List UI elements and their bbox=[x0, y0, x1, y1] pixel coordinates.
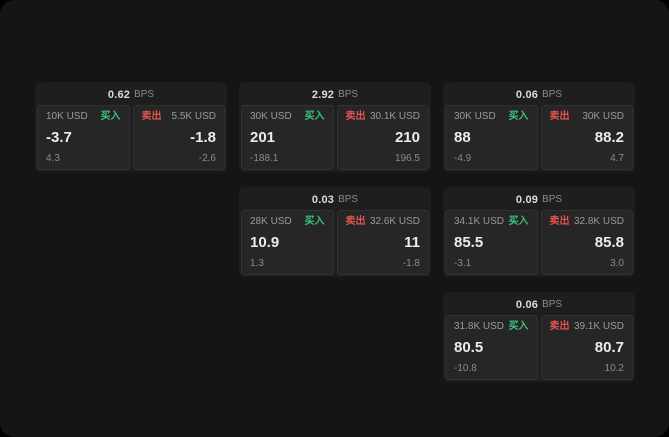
buy-size: 30K USD bbox=[250, 111, 292, 122]
buy-price: -3.7 bbox=[46, 128, 72, 146]
sell-delta: -1.8 bbox=[402, 258, 420, 269]
quote-body: 30K USD 买入 88 -4.9 卖出 30K USD 88.2 4.7 bbox=[445, 105, 633, 170]
buy-size: 28K USD bbox=[250, 216, 292, 227]
sell-delta: -2.6 bbox=[198, 153, 216, 164]
bps-unit-label: BPS bbox=[338, 194, 359, 205]
quote-body: 30K USD 买入 201 -188.1 卖出 30.1K USD 210 1… bbox=[241, 105, 429, 170]
spread-header: 0.06 BPS bbox=[445, 84, 633, 105]
buy-delta: -4.9 bbox=[454, 153, 472, 164]
buy-panel[interactable]: 34.1K USD 买入 85.5 -3.1 bbox=[445, 210, 538, 275]
sell-panel[interactable]: 卖出 32.8K USD 85.8 3.0 bbox=[540, 210, 633, 275]
sell-label: 卖出 bbox=[549, 321, 570, 332]
sell-price: 88.2 bbox=[594, 128, 624, 146]
buy-size: 10K USD bbox=[46, 111, 88, 122]
sell-panel[interactable]: 卖出 30K USD 88.2 4.7 bbox=[540, 105, 633, 170]
spread-value: 0.06 bbox=[515, 88, 539, 101]
sell-panel[interactable]: 卖出 32.6K USD 11 -1.8 bbox=[336, 210, 429, 275]
quote-body: 31.8K USD 买入 80.5 -10.8 卖出 39.1K USD 80.… bbox=[445, 315, 633, 380]
buy-delta: 1.3 bbox=[250, 258, 264, 269]
buy-price: 85.5 bbox=[454, 233, 484, 251]
sell-panel[interactable]: 卖出 39.1K USD 80.7 10.2 bbox=[540, 315, 633, 380]
buy-delta: -10.8 bbox=[454, 363, 477, 374]
sell-delta: 4.7 bbox=[610, 153, 624, 164]
sell-label: 卖出 bbox=[549, 111, 570, 122]
spread-value: 0.03 bbox=[311, 193, 335, 206]
sell-label: 卖出 bbox=[345, 111, 366, 122]
quote-card: 0.06 BPS 31.8K USD 买入 80.5 -10.8 卖出 39.1… bbox=[443, 292, 635, 382]
quote-card: 0.62 BPS 10K USD 买入 -3.7 4.3 卖出 5.5K USD bbox=[35, 82, 227, 172]
spread-header: 0.62 BPS bbox=[37, 84, 225, 105]
sell-size: 30.1K USD bbox=[369, 111, 420, 122]
spread-header: 0.06 BPS bbox=[445, 294, 633, 315]
spread-header: 2.92 BPS bbox=[241, 84, 429, 105]
bps-unit-label: BPS bbox=[134, 89, 155, 100]
buy-panel[interactable]: 30K USD 买入 88 -4.9 bbox=[445, 105, 538, 170]
buy-label: 买入 bbox=[508, 321, 529, 332]
buy-size: 34.1K USD bbox=[454, 216, 505, 227]
buy-delta: -188.1 bbox=[250, 153, 279, 164]
spread-value: 0.62 bbox=[107, 88, 131, 101]
buy-label: 买入 bbox=[508, 216, 529, 227]
sell-size: 39.1K USD bbox=[573, 321, 624, 332]
spread-header: 0.03 BPS bbox=[241, 189, 429, 210]
sell-delta: 196.5 bbox=[394, 153, 420, 164]
buy-label: 买入 bbox=[304, 111, 325, 122]
buy-panel[interactable]: 28K USD 买入 10.9 1.3 bbox=[241, 210, 334, 275]
sell-size: 32.6K USD bbox=[369, 216, 420, 227]
sell-delta: 3.0 bbox=[610, 258, 624, 269]
quote-card-grid: 0.62 BPS 10K USD 买入 -3.7 4.3 卖出 5.5K USD bbox=[35, 82, 635, 382]
quote-body: 10K USD 买入 -3.7 4.3 卖出 5.5K USD -1.8 -2.… bbox=[37, 105, 225, 170]
buy-panel[interactable]: 10K USD 买入 -3.7 4.3 bbox=[37, 105, 130, 170]
spread-value: 0.06 bbox=[515, 298, 539, 311]
sell-price: 80.7 bbox=[594, 338, 624, 356]
spread-header: 0.09 BPS bbox=[445, 189, 633, 210]
buy-label: 买入 bbox=[100, 111, 121, 122]
buy-price: 88 bbox=[454, 128, 471, 146]
sell-size: 5.5K USD bbox=[171, 111, 216, 122]
buy-price: 10.9 bbox=[250, 233, 280, 251]
buy-size: 30K USD bbox=[454, 111, 496, 122]
spread-value: 2.92 bbox=[311, 88, 335, 101]
buy-delta: -3.1 bbox=[454, 258, 472, 269]
buy-size: 31.8K USD bbox=[454, 321, 505, 332]
quote-card: 0.09 BPS 34.1K USD 买入 85.5 -3.1 卖出 32.8K… bbox=[443, 187, 635, 277]
quote-body: 34.1K USD 买入 85.5 -3.1 卖出 32.8K USD 85.8… bbox=[445, 210, 633, 275]
sell-label: 卖出 bbox=[345, 216, 366, 227]
sell-price: 210 bbox=[394, 128, 420, 146]
buy-delta: 4.3 bbox=[46, 153, 60, 164]
bps-unit-label: BPS bbox=[542, 89, 563, 100]
quote-card: 0.03 BPS 28K USD 买入 10.9 1.3 卖出 32.6K US… bbox=[239, 187, 431, 277]
sell-panel[interactable]: 卖出 5.5K USD -1.8 -2.6 bbox=[132, 105, 225, 170]
spread-value: 0.09 bbox=[515, 193, 539, 206]
bps-unit-label: BPS bbox=[542, 299, 563, 310]
buy-label: 买入 bbox=[304, 216, 325, 227]
sell-panel[interactable]: 卖出 30.1K USD 210 196.5 bbox=[336, 105, 429, 170]
buy-panel[interactable]: 31.8K USD 买入 80.5 -10.8 bbox=[445, 315, 538, 380]
sell-size: 30K USD bbox=[582, 111, 624, 122]
bps-unit-label: BPS bbox=[542, 194, 563, 205]
buy-label: 买入 bbox=[508, 111, 529, 122]
sell-price: 11 bbox=[404, 233, 420, 251]
quote-body: 28K USD 买入 10.9 1.3 卖出 32.6K USD 11 -1.8 bbox=[241, 210, 429, 275]
sell-price: 85.8 bbox=[594, 233, 624, 251]
sell-label: 卖出 bbox=[549, 216, 570, 227]
sell-price: -1.8 bbox=[190, 128, 216, 146]
sell-size: 32.8K USD bbox=[573, 216, 624, 227]
buy-panel[interactable]: 30K USD 买入 201 -188.1 bbox=[241, 105, 334, 170]
bps-unit-label: BPS bbox=[338, 89, 359, 100]
quote-card: 2.92 BPS 30K USD 买入 201 -188.1 卖出 30.1K … bbox=[239, 82, 431, 172]
sell-label: 卖出 bbox=[141, 111, 162, 122]
buy-price: 80.5 bbox=[454, 338, 484, 356]
buy-price: 201 bbox=[250, 128, 276, 146]
quote-card: 0.06 BPS 30K USD 买入 88 -4.9 卖出 30K USD bbox=[443, 82, 635, 172]
sell-delta: 10.2 bbox=[604, 363, 624, 374]
